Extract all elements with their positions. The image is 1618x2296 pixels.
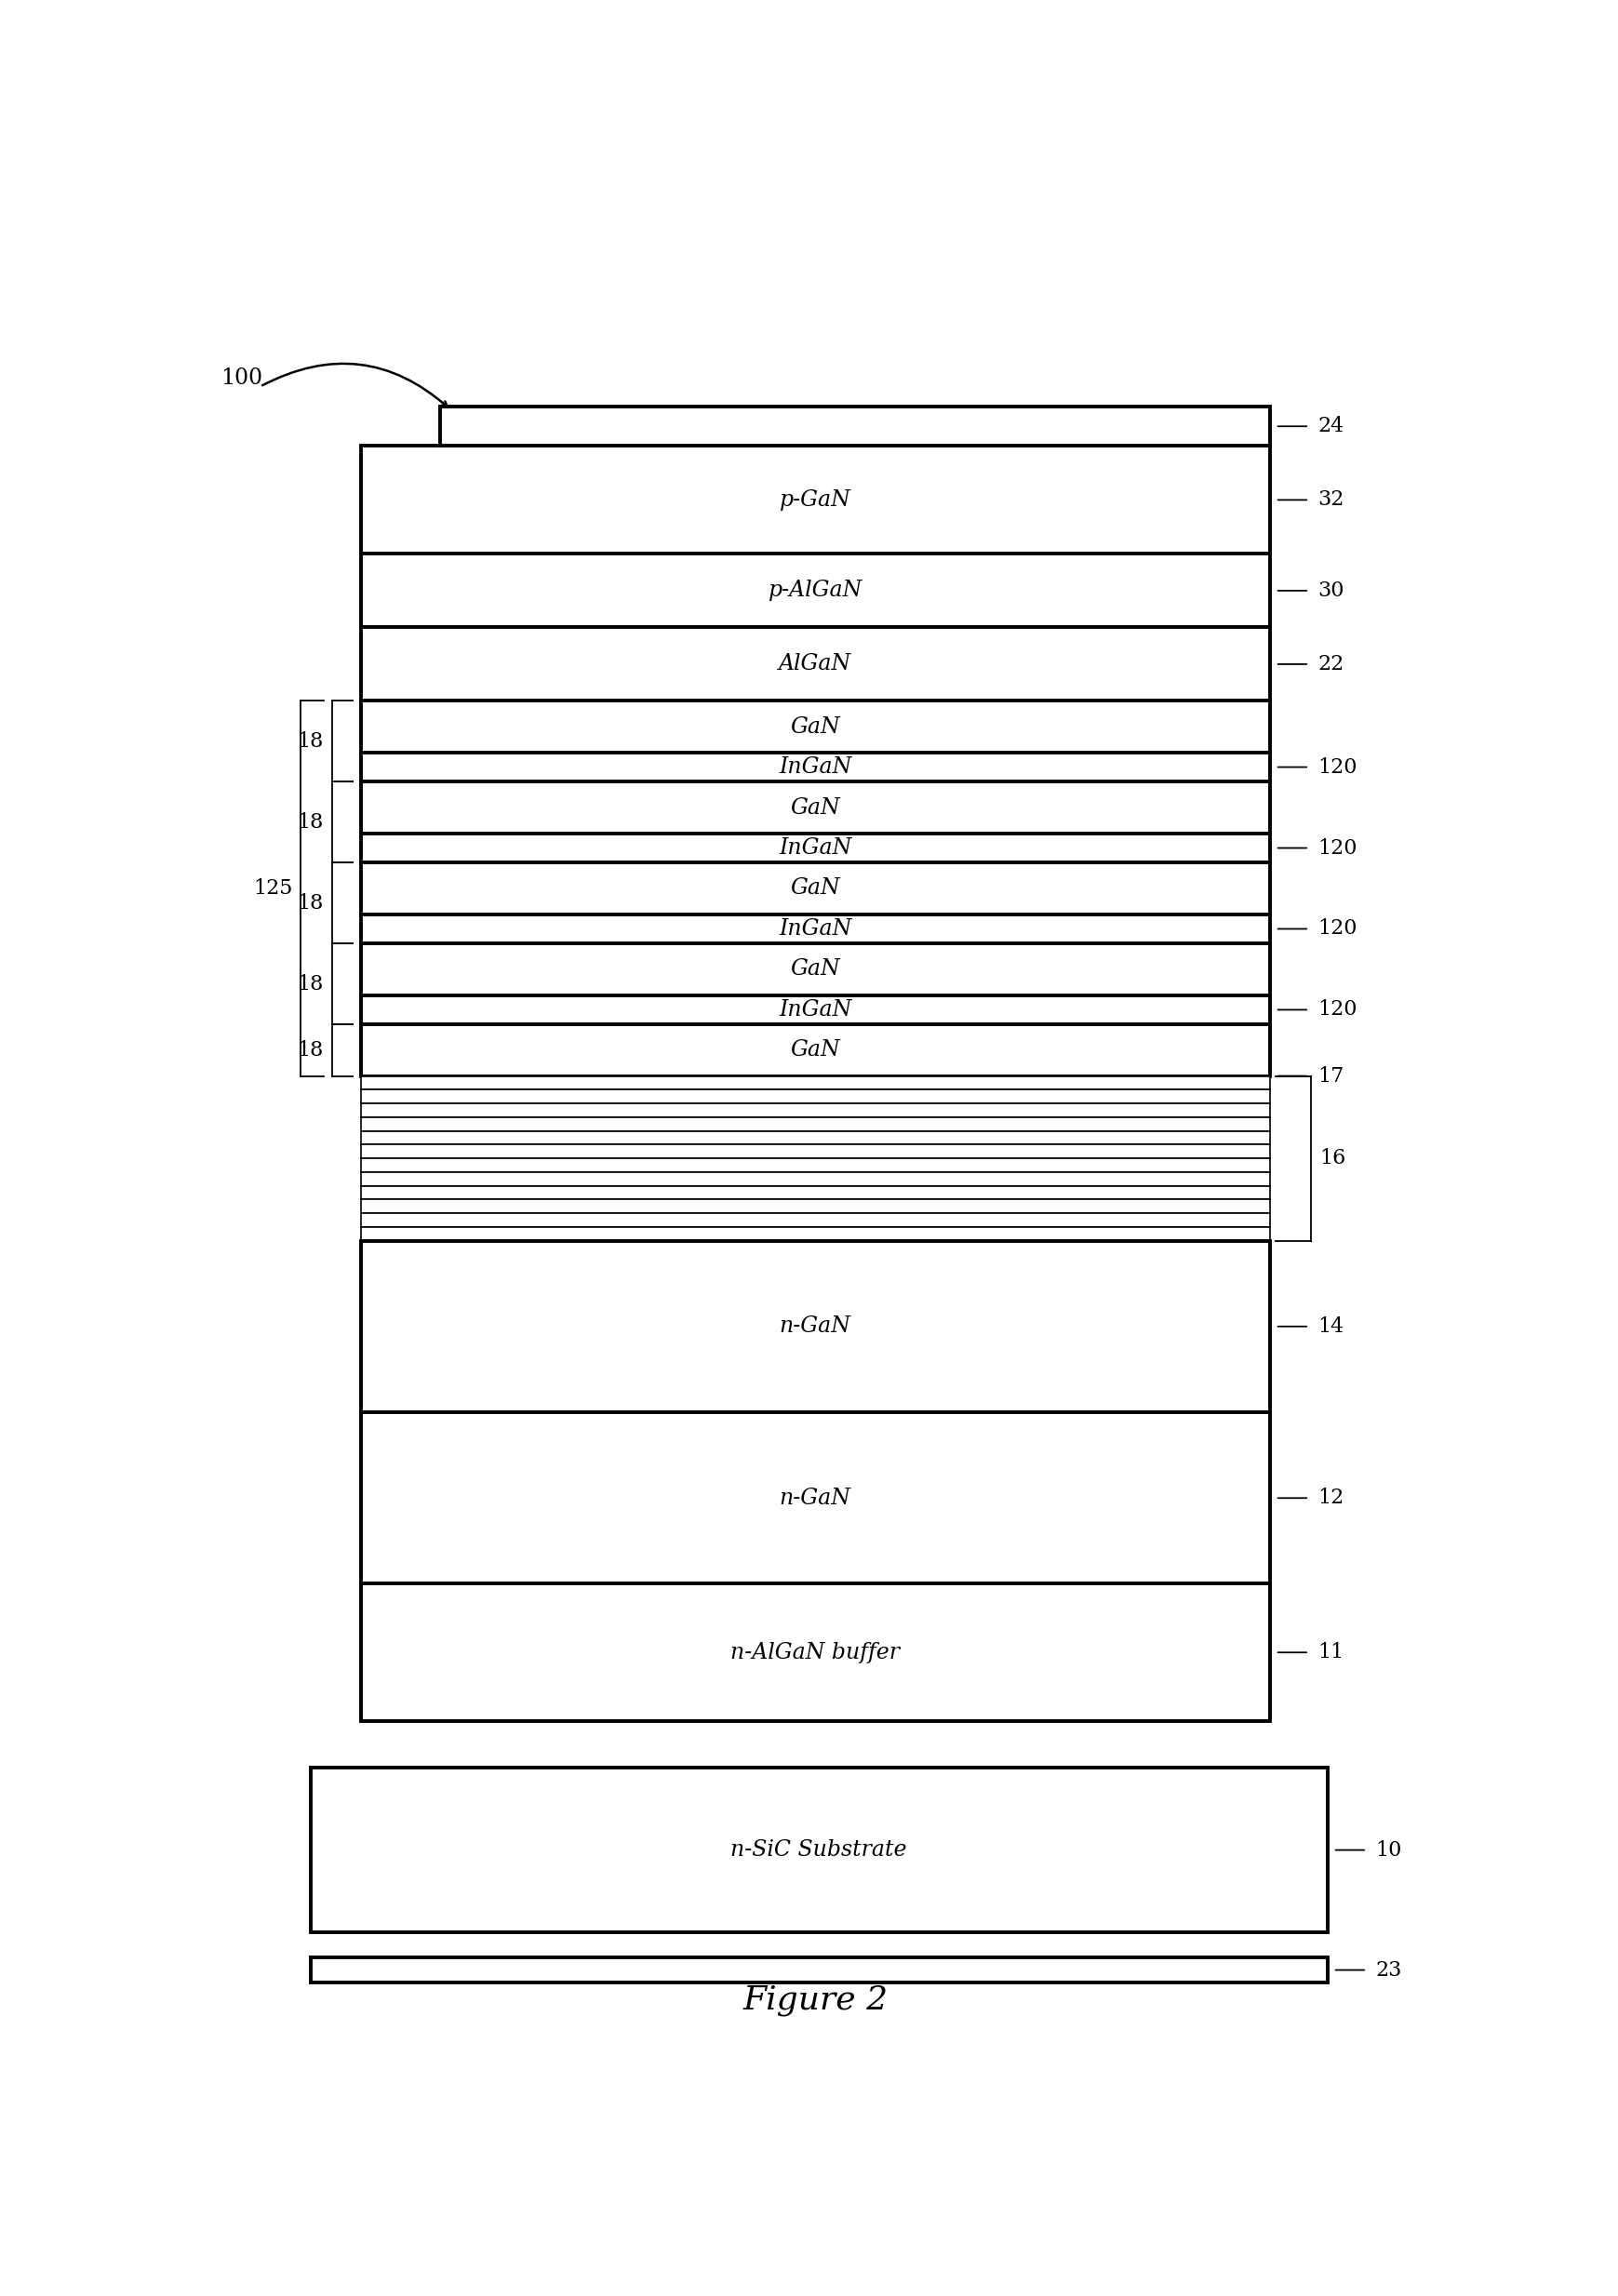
Text: p-AlGaN: p-AlGaN [767, 581, 862, 602]
Bar [361, 1171, 1269, 1185]
Text: 18: 18 [298, 730, 324, 751]
Text: AlGaN: AlGaN [778, 654, 851, 675]
Text: 120: 120 [1317, 999, 1356, 1019]
Text: 11: 11 [1317, 1642, 1343, 1662]
Bar [361, 445, 1269, 553]
Text: 32: 32 [1317, 489, 1343, 510]
Text: n-GaN: n-GaN [780, 1316, 851, 1336]
Text: 120: 120 [1317, 838, 1356, 859]
Bar [440, 406, 1269, 445]
Bar [361, 914, 1269, 944]
Text: GaN: GaN [790, 877, 840, 900]
Bar [361, 753, 1269, 783]
Bar [361, 783, 1269, 833]
Text: n-SiC Substrate: n-SiC Substrate [730, 1839, 906, 1860]
Bar [311, 1958, 1327, 1981]
Bar [361, 994, 1269, 1024]
Bar [361, 1199, 1269, 1212]
Bar [361, 1104, 1269, 1118]
Bar [361, 1212, 1269, 1226]
Text: 120: 120 [1317, 758, 1356, 778]
Text: GaN: GaN [790, 1040, 840, 1061]
Text: InGaN: InGaN [778, 755, 851, 778]
Text: 125: 125 [254, 877, 293, 898]
Text: 23: 23 [1375, 1961, 1401, 1979]
Text: GaN: GaN [790, 716, 840, 737]
Bar [311, 1768, 1327, 1933]
Text: 24: 24 [1317, 416, 1343, 436]
Bar [361, 1185, 1269, 1199]
Text: 12: 12 [1317, 1488, 1343, 1508]
Text: 17: 17 [1317, 1065, 1343, 1086]
Text: 14: 14 [1317, 1316, 1343, 1336]
Bar [361, 944, 1269, 994]
Text: 18: 18 [298, 813, 324, 833]
Bar [361, 627, 1269, 700]
Text: p-GaN: p-GaN [780, 489, 851, 510]
Text: 10: 10 [1375, 1839, 1401, 1860]
Bar [361, 1132, 1269, 1146]
Text: InGaN: InGaN [778, 838, 851, 859]
Bar [361, 1584, 1269, 1722]
Bar [361, 1240, 1269, 1412]
Text: 18: 18 [298, 1040, 324, 1061]
Text: 22: 22 [1317, 654, 1343, 675]
Text: InGaN: InGaN [778, 918, 851, 939]
Text: 30: 30 [1317, 581, 1343, 602]
Text: GaN: GaN [790, 797, 840, 817]
Text: 16: 16 [1319, 1148, 1346, 1169]
Text: InGaN: InGaN [778, 999, 851, 1019]
Bar [361, 700, 1269, 753]
Text: n-AlGaN buffer: n-AlGaN buffer [730, 1642, 900, 1662]
Bar [361, 1157, 1269, 1171]
Text: 120: 120 [1317, 918, 1356, 939]
Text: n-GaN: n-GaN [780, 1488, 851, 1508]
Bar [361, 1226, 1269, 1240]
Bar [361, 1146, 1269, 1157]
Bar [361, 1077, 1269, 1091]
Bar [361, 1024, 1269, 1077]
Bar [361, 553, 1269, 627]
Bar [361, 833, 1269, 863]
Text: Figure 2: Figure 2 [743, 1984, 887, 2016]
Bar [361, 1412, 1269, 1584]
Bar [361, 863, 1269, 914]
Bar [361, 1118, 1269, 1132]
Text: 18: 18 [298, 893, 324, 914]
Text: 18: 18 [298, 974, 324, 994]
Text: GaN: GaN [790, 960, 840, 980]
Bar [361, 1091, 1269, 1104]
Text: 100: 100 [220, 367, 262, 388]
